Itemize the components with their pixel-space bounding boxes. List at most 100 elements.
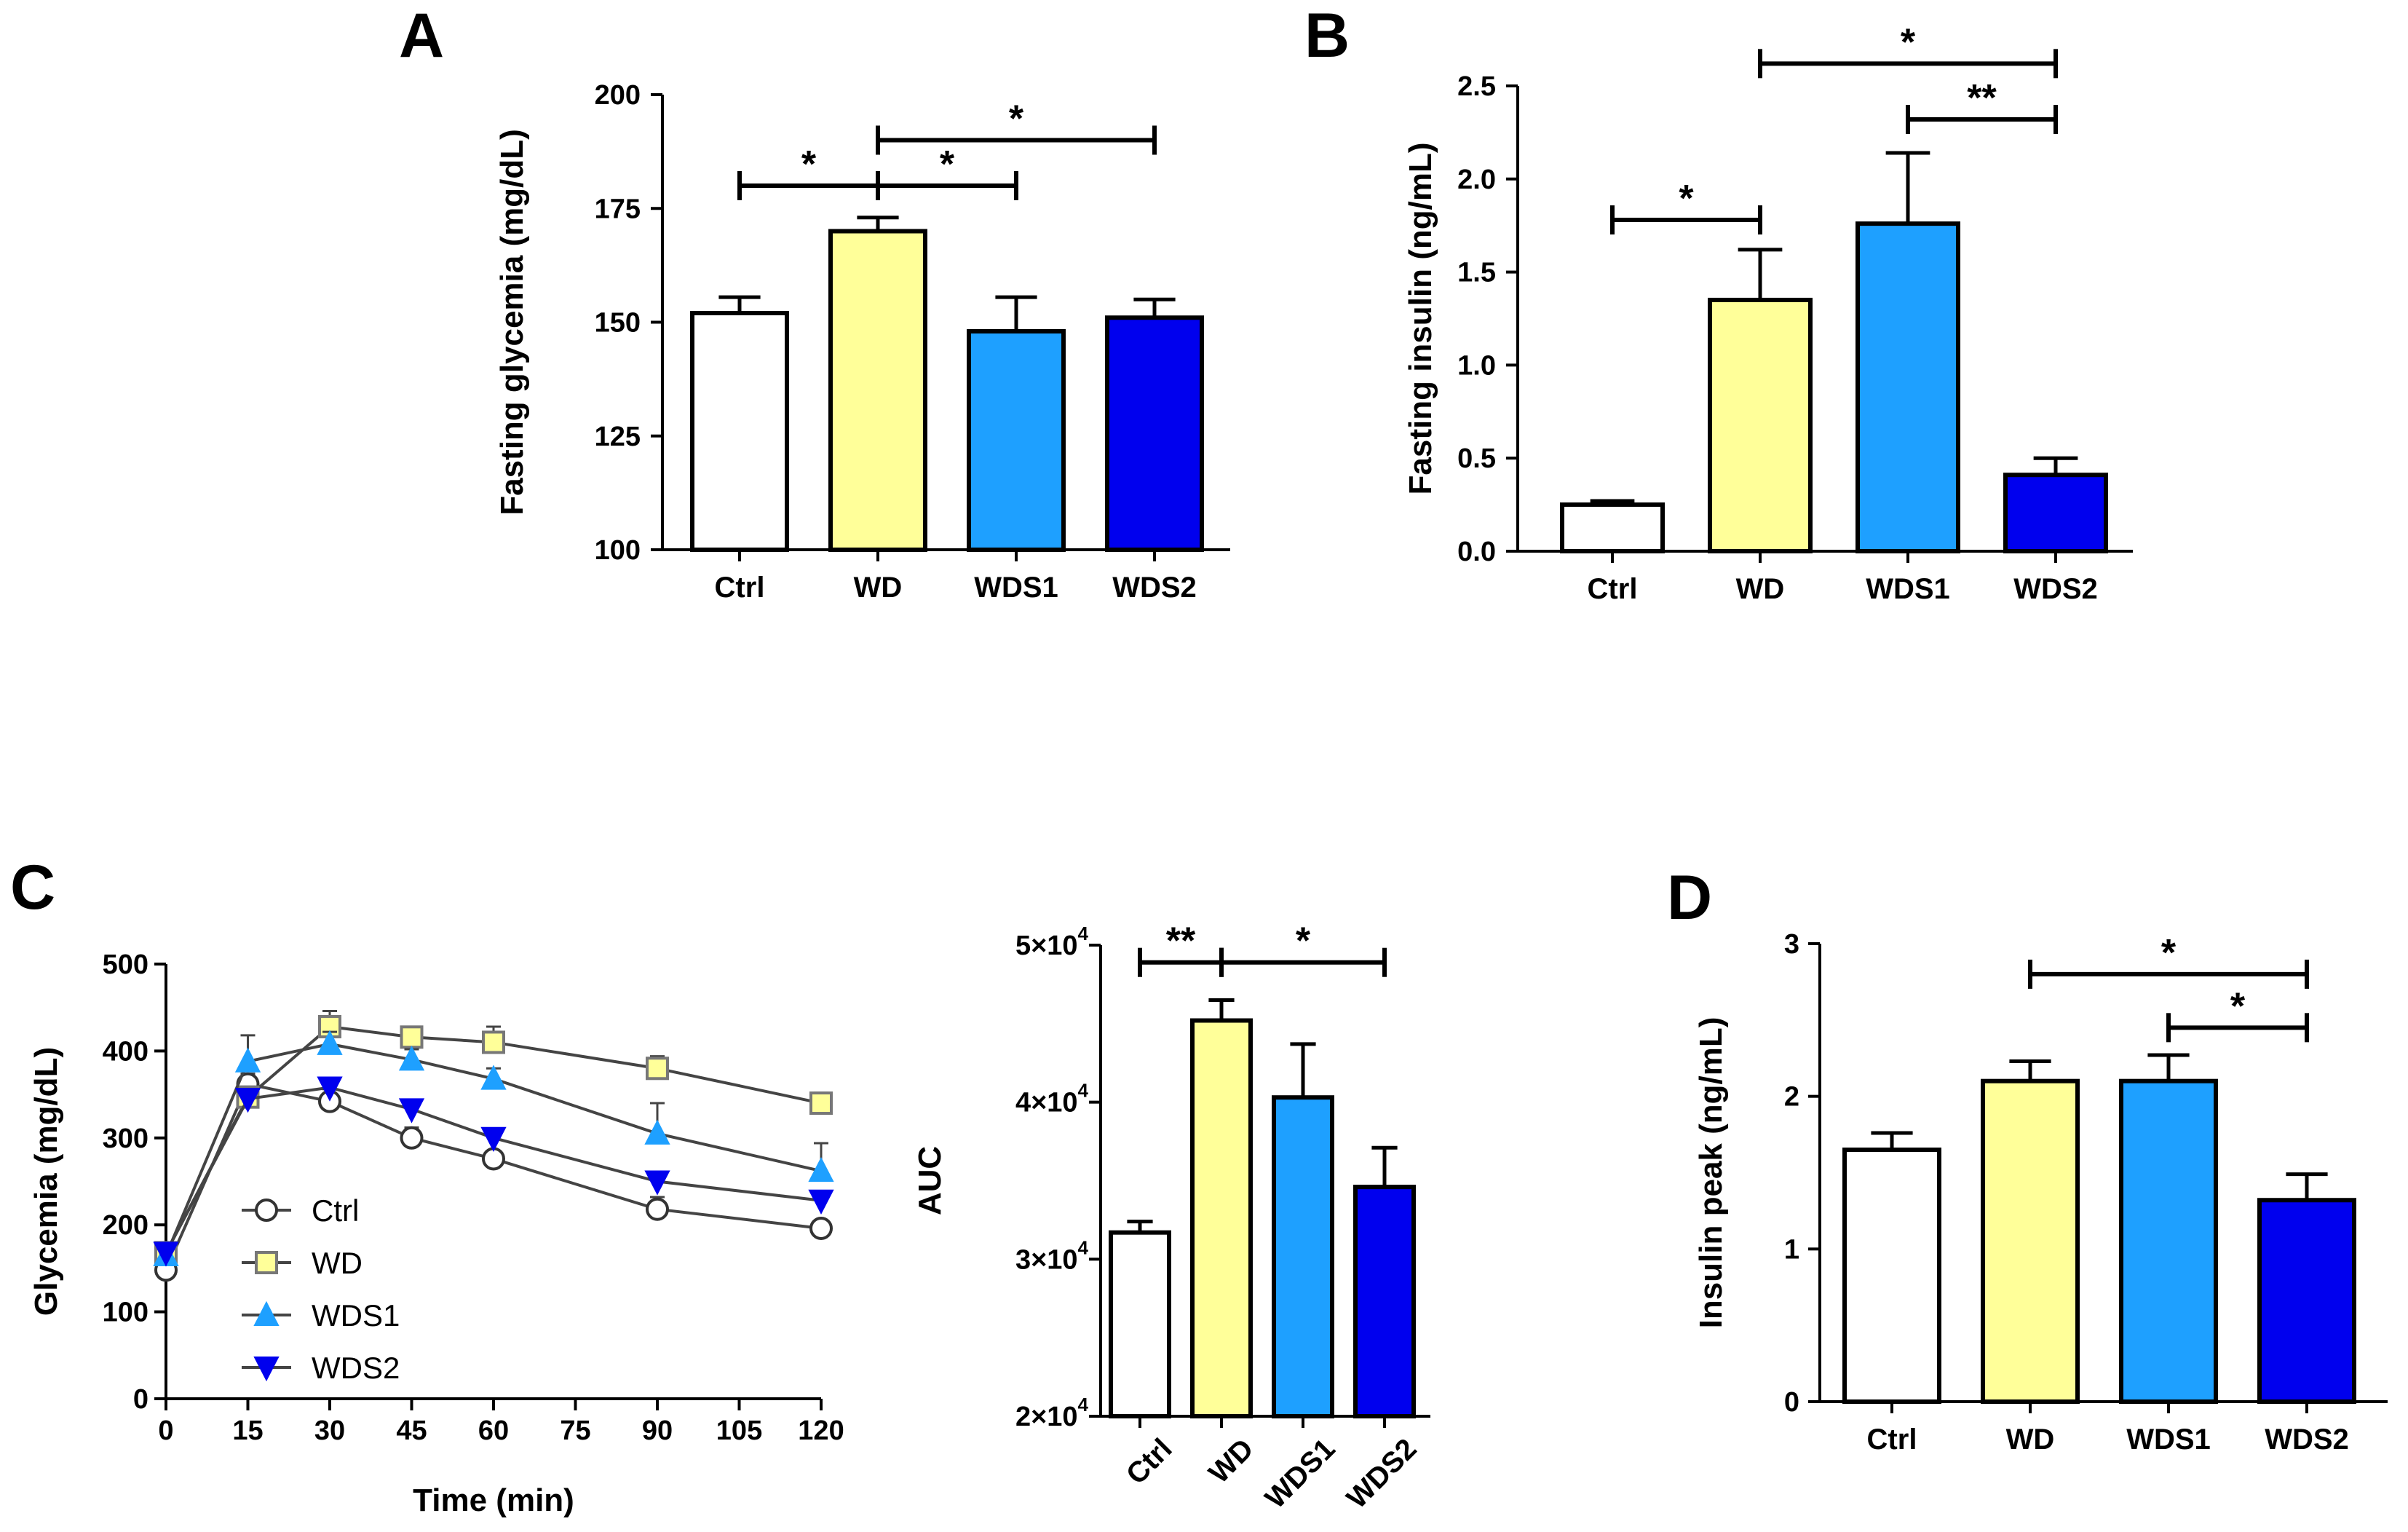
data-point (482, 1030, 505, 1054)
bar-wds1 (967, 329, 1066, 552)
y-tick-label: 125 (595, 422, 641, 452)
data-point (646, 1057, 669, 1081)
panel-a-fasting-glycemia: A Fasting glycemia (mg/dL) 100 125 150 175 200… (399, 1, 1230, 604)
x-tick-label: WD (1736, 573, 1785, 605)
bar-wds2 (1105, 315, 1204, 552)
bar-wds2 (2003, 473, 2108, 553)
x-tick-label: 90 (642, 1415, 673, 1446)
bar-wds2 (2257, 1198, 2356, 1404)
y-tick-label: 175 (595, 194, 641, 224)
y-tick-exponent: 4 (1078, 1236, 1089, 1258)
legend-marker (255, 1251, 278, 1274)
legend-label: WD (312, 1246, 363, 1280)
significance-label: ** (1166, 920, 1196, 963)
legend-marker (253, 1357, 280, 1382)
data-point (644, 1119, 670, 1145)
data-point (234, 1047, 261, 1073)
bar-wd (1190, 1018, 1253, 1418)
y-tick-label: 100 (103, 1298, 148, 1328)
data-point (480, 1126, 507, 1152)
x-tick-label: 60 (478, 1415, 509, 1446)
legend-marker (253, 1300, 280, 1326)
x-tick-label: WDS1 (974, 572, 1058, 604)
x-tick-label: WDS2 (1341, 1433, 1423, 1515)
data-point (480, 1065, 507, 1090)
y-tick-label: 0.0 (1457, 537, 1496, 567)
x-tick-label: Ctrl (1120, 1433, 1179, 1491)
x-tick-label: WDS2 (1112, 572, 1197, 604)
significance-label: * (2161, 932, 2177, 974)
data-point (809, 1216, 833, 1240)
data-point (234, 1088, 261, 1113)
y-axis-label: Insulin peak (ng/mL) (1693, 1017, 1729, 1329)
legend-marker (255, 1199, 278, 1222)
x-tick-label: 15 (232, 1415, 263, 1446)
x-axis-label: Time (min) (413, 1482, 574, 1518)
bar-wd (1981, 1078, 2080, 1404)
significance-label: * (940, 143, 955, 186)
y-tick-exponent: 4 (1078, 1080, 1089, 1102)
y-tick-label: 1.5 (1457, 258, 1496, 288)
significance-label: * (1901, 21, 1916, 63)
panel-letter: D (1667, 863, 1712, 933)
y-tick-label: 200 (103, 1210, 148, 1241)
data-point (644, 1170, 670, 1196)
x-tick-label: 120 (798, 1415, 844, 1446)
panel-letter: B (1304, 1, 1350, 71)
data-point (808, 1189, 834, 1215)
panel-letter: A (399, 1, 444, 71)
y-tick-label: 2.5 (1457, 71, 1496, 102)
legend-item-ctrl: Ctrl (242, 1193, 359, 1228)
y-axis-label: Fasting insulin (ng/mL) (1403, 143, 1438, 495)
panel-letter: C (10, 853, 55, 923)
y-tick-label: 3×104 (1015, 1236, 1089, 1275)
data-point (809, 1091, 833, 1116)
bar-ctrl (690, 311, 789, 552)
significance-label: * (801, 143, 817, 186)
y-tick-label: 300 (103, 1124, 148, 1154)
y-tick-label: 2.0 (1457, 165, 1496, 195)
y-tick-label: 1 (1784, 1234, 1799, 1265)
legend-item-wds2: WDS2 (242, 1351, 400, 1385)
panel-b-fasting-insulin: B Fasting insulin (ng/mL) 0.0 0.5 1.0 1.5 2.0 2… (1304, 1, 2133, 605)
x-tick-label: WDS2 (2265, 1424, 2349, 1456)
x-tick-label: 45 (396, 1415, 427, 1446)
y-tick-exponent: 4 (1078, 923, 1089, 944)
y-tick-label: 400 (103, 1036, 148, 1067)
significance-label: * (1296, 920, 1311, 963)
legend-label: Ctrl (312, 1193, 359, 1228)
bar-ctrl (1109, 1230, 1171, 1419)
y-tick-exponent: 4 (1078, 1394, 1089, 1415)
legend: Ctrl WD WDS1 WDS2 (242, 1193, 400, 1385)
y-tick-label: 0.5 (1457, 443, 1496, 474)
y-tick-label: 150 (595, 308, 641, 339)
bar-wds1 (1272, 1095, 1334, 1418)
x-tick-label: WDS1 (2126, 1424, 2211, 1456)
data-point (646, 1197, 669, 1221)
data-point (317, 1030, 343, 1055)
bar-ctrl (1560, 502, 1665, 553)
y-tick-label: 5×104 (1015, 923, 1089, 961)
y-tick-label: 2 (1784, 1082, 1799, 1113)
x-tick-label: 30 (314, 1415, 345, 1446)
y-tick-label: 100 (595, 535, 641, 566)
significance-label: * (1679, 178, 1694, 220)
legend-item-wds1: WDS1 (242, 1298, 400, 1332)
y-tick-label: 4×104 (1015, 1080, 1089, 1118)
significance-label: ** (1967, 77, 1997, 119)
y-axis-label: Fasting glycemia (mg/dL) (494, 129, 530, 516)
series-line (165, 1082, 822, 1271)
x-tick-label: WDS1 (1259, 1433, 1342, 1515)
y-tick-label: 0 (133, 1384, 148, 1415)
x-tick-label: Ctrl (1588, 573, 1638, 605)
x-tick-label: Ctrl (1867, 1424, 1917, 1456)
data-point (400, 1126, 424, 1150)
y-tick-label: 500 (103, 949, 148, 980)
data-point (398, 1098, 425, 1124)
x-tick-label: 75 (560, 1415, 590, 1446)
legend-item-wd: WD (242, 1246, 363, 1280)
data-point (400, 1025, 424, 1049)
